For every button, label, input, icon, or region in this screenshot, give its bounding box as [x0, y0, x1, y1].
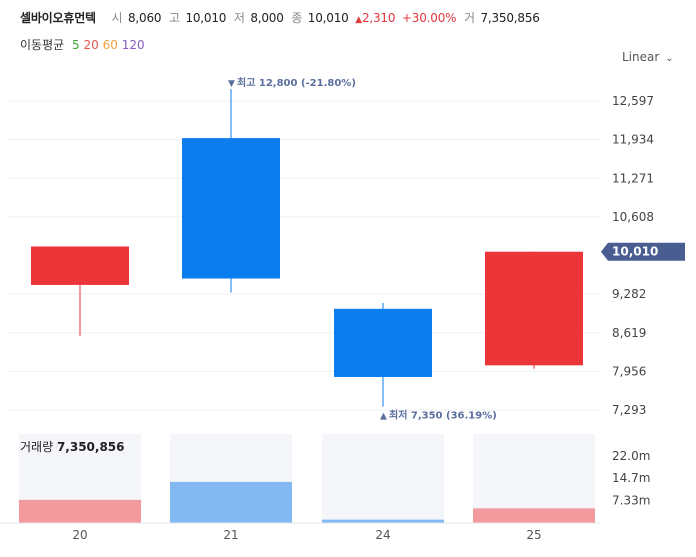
low-value: 8,000: [250, 11, 284, 25]
x-tick-label: 25: [526, 528, 541, 542]
y-tick-label: 12,597: [612, 94, 654, 108]
volume-tick-label: 7.33m: [612, 494, 650, 508]
volume-value: 7,350,856: [480, 11, 540, 25]
x-tick-label: 21: [223, 528, 238, 542]
high-label: 고: [168, 11, 180, 25]
close-value: 10,010: [307, 11, 349, 25]
ma-period-60[interactable]: 60: [102, 38, 118, 52]
x-tick-label: 20: [72, 528, 87, 542]
scale-dropdown-label: Linear: [622, 50, 660, 64]
volume-bar: [322, 519, 444, 523]
low-annotation: 최저 7,350 (36.19%): [389, 409, 497, 422]
high-annotation: 최고 12,800 (-21.80%): [237, 76, 356, 89]
up-triangle-icon: ▲: [355, 15, 362, 25]
y-tick-label: 11,271: [612, 171, 654, 185]
volume-label: 거: [463, 11, 475, 25]
ma-period-120[interactable]: 120: [121, 38, 145, 52]
volume-bar: [170, 481, 292, 523]
volume-title-label: 거래량: [20, 440, 57, 454]
low-label: 저: [233, 11, 245, 25]
stock-summary-bar: 셀바이오휴먼텍 시 8,060 고 10,010 저 8,000 종 10,01…: [20, 9, 540, 26]
candle-body: [31, 246, 129, 285]
candle-body: [182, 138, 280, 279]
volume-title: 거래량 7,350,856: [20, 440, 125, 454]
y-tick-label: 7,956: [612, 364, 646, 378]
change-percent: +30.00%: [401, 11, 457, 25]
ma-period-5[interactable]: 5: [72, 38, 80, 52]
candle-body: [334, 308, 432, 377]
volume-bar: [19, 499, 141, 523]
y-tick-label: 11,934: [612, 133, 654, 147]
moving-average-label: 이동평균: [20, 38, 65, 52]
candle-body: [485, 251, 583, 366]
y-tick-label: 10,608: [612, 210, 654, 224]
high-value: 10,010: [185, 11, 227, 25]
volume-bg-panel: [322, 434, 444, 523]
volume-bg-panel: [473, 434, 595, 523]
y-tick-label: 7,293: [612, 403, 646, 417]
current-price-label: 10,010: [612, 245, 658, 259]
open-value: 8,060: [127, 11, 162, 25]
y-tick-label: 9,282: [612, 287, 646, 301]
change-value: 2,310: [361, 11, 396, 25]
open-label: 시: [111, 11, 123, 25]
scale-dropdown[interactable]: Linear ⌄: [622, 50, 674, 64]
volume-tick-label: 14.7m: [612, 471, 650, 485]
stock-name: 셀바이오휴먼텍: [20, 11, 96, 25]
ma-period-20[interactable]: 20: [83, 38, 99, 52]
volume-tick-label: 22.0m: [612, 449, 650, 463]
close-label: 종: [291, 11, 303, 25]
current-price-tag: [601, 242, 685, 261]
chevron-down-icon: ⌄: [665, 53, 674, 64]
volume-bar: [473, 508, 595, 523]
moving-average-legend: 이동평균 5 20 60 120: [20, 36, 145, 53]
x-tick-label: 24: [375, 528, 390, 542]
y-tick-label: 8,619: [612, 326, 646, 340]
volume-title-value: 7,350,856: [57, 440, 125, 454]
low-marker-icon: ▲: [380, 412, 387, 422]
high-marker-icon: ▼: [228, 79, 235, 89]
